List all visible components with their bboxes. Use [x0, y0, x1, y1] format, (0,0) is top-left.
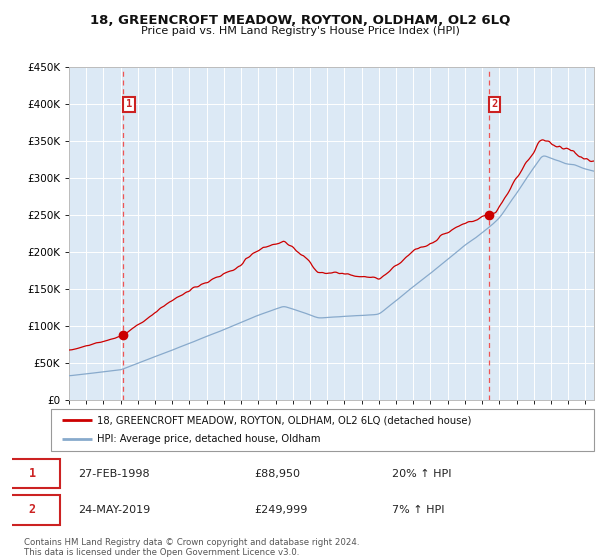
Text: Price paid vs. HM Land Registry's House Price Index (HPI): Price paid vs. HM Land Registry's House …: [140, 26, 460, 36]
FancyBboxPatch shape: [51, 409, 594, 451]
FancyBboxPatch shape: [5, 495, 60, 525]
Text: £88,950: £88,950: [254, 469, 300, 478]
Text: 18, GREENCROFT MEADOW, ROYTON, OLDHAM, OL2 6LQ (detached house): 18, GREENCROFT MEADOW, ROYTON, OLDHAM, O…: [97, 415, 472, 425]
Text: 1: 1: [29, 467, 36, 480]
Text: 24-MAY-2019: 24-MAY-2019: [78, 505, 151, 515]
Text: £249,999: £249,999: [254, 505, 307, 515]
Text: Contains HM Land Registry data © Crown copyright and database right 2024.
This d: Contains HM Land Registry data © Crown c…: [24, 538, 359, 557]
Text: 2: 2: [491, 99, 497, 109]
Text: 20% ↑ HPI: 20% ↑ HPI: [392, 469, 452, 478]
Text: 7% ↑ HPI: 7% ↑ HPI: [392, 505, 445, 515]
Text: 2: 2: [29, 503, 36, 516]
Text: 18, GREENCROFT MEADOW, ROYTON, OLDHAM, OL2 6LQ: 18, GREENCROFT MEADOW, ROYTON, OLDHAM, O…: [90, 14, 510, 27]
Text: 1: 1: [126, 99, 132, 109]
Text: HPI: Average price, detached house, Oldham: HPI: Average price, detached house, Oldh…: [97, 435, 320, 445]
Text: 27-FEB-1998: 27-FEB-1998: [78, 469, 150, 478]
FancyBboxPatch shape: [5, 459, 60, 488]
